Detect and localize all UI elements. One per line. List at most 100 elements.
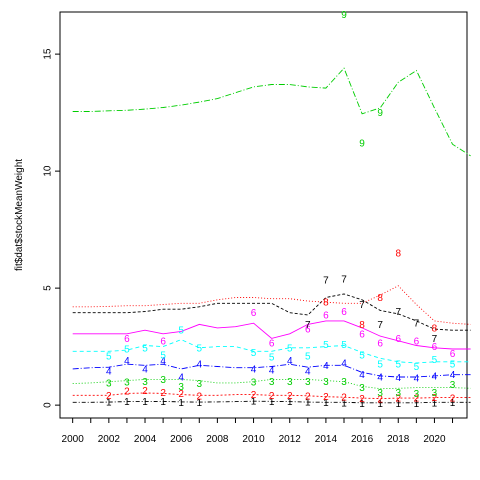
data-point-age-2: 2 xyxy=(287,391,293,402)
data-point-age-1: 1 xyxy=(251,397,257,408)
data-point-age-8: 8 xyxy=(323,298,329,309)
data-point-age-2: 2 xyxy=(106,391,112,402)
axes: 2000 2002 2004 2006 2008 2010 2012 2014 2016 2018… xyxy=(43,48,454,445)
y-tick-label: 5 xyxy=(43,285,54,291)
data-point-age-2: 2 xyxy=(377,395,383,406)
series-lines xyxy=(72,67,471,404)
data-point-age-2: 2 xyxy=(160,388,166,399)
data-point-age-7: 7 xyxy=(395,307,401,318)
data-point-age-2: 2 xyxy=(142,386,148,397)
data-point-age-9: 9 xyxy=(377,108,383,119)
series-line-age-8 xyxy=(72,285,471,325)
data-point-age-7: 7 xyxy=(377,320,383,331)
data-point-age-2: 2 xyxy=(124,387,130,398)
data-point-age-5: 5 xyxy=(414,362,420,373)
series-line-age-3 xyxy=(72,378,471,390)
data-point-age-2: 2 xyxy=(414,394,420,405)
data-point-age-3: 3 xyxy=(305,377,311,388)
x-tick-label: 2014 xyxy=(315,434,338,445)
data-point-age-4: 4 xyxy=(197,360,203,371)
y-tick-label: 15 xyxy=(43,48,54,60)
data-point-age-5: 5 xyxy=(197,343,203,354)
data-point-age-1: 1 xyxy=(106,398,112,409)
data-point-age-3: 3 xyxy=(160,375,166,386)
data-point-age-1: 1 xyxy=(414,399,420,410)
data-point-age-7: 7 xyxy=(359,300,365,311)
data-point-age-6: 6 xyxy=(377,339,383,350)
series-line-age-1 xyxy=(72,400,471,404)
data-point-age-7: 7 xyxy=(414,319,420,330)
data-point-age-6: 6 xyxy=(450,349,456,360)
data-point-age-7: 7 xyxy=(432,334,438,345)
data-point-age-6: 6 xyxy=(359,329,365,340)
data-point-age-1: 1 xyxy=(341,398,347,409)
data-point-age-3: 3 xyxy=(450,380,456,391)
data-point-age-1: 1 xyxy=(323,398,329,409)
data-point-age-7: 7 xyxy=(323,275,329,286)
y-axis-label: fit$dat$stockMeanWeight xyxy=(14,159,25,271)
data-point-age-1: 1 xyxy=(450,398,456,409)
data-point-age-3: 3 xyxy=(142,377,148,388)
series-line-age-5 xyxy=(72,339,471,364)
data-point-age-2: 2 xyxy=(450,394,456,405)
data-point-age-2: 2 xyxy=(341,393,347,404)
data-point-age-1: 1 xyxy=(359,399,365,410)
data-point-age-5: 5 xyxy=(395,360,401,371)
y-tick-label: 10 xyxy=(43,165,54,177)
data-point-age-4: 4 xyxy=(106,367,112,378)
data-point-age-9: 9 xyxy=(341,10,347,21)
data-point-age-2: 2 xyxy=(197,391,203,402)
data-point-age-4: 4 xyxy=(414,374,420,385)
data-point-age-1: 1 xyxy=(178,398,184,409)
data-point-age-5: 5 xyxy=(106,351,112,362)
series-line-age-9 xyxy=(72,67,471,157)
x-tick-label: 2020 xyxy=(423,434,446,445)
data-point-age-4: 4 xyxy=(251,364,257,375)
data-point-age-2: 2 xyxy=(251,390,257,401)
data-point-age-3: 3 xyxy=(287,377,293,388)
data-point-age-1: 1 xyxy=(160,397,166,408)
data-point-age-6: 6 xyxy=(305,325,311,336)
data-point-age-4: 4 xyxy=(160,356,166,367)
data-point-age-4: 4 xyxy=(395,373,401,384)
x-tick-label: 2004 xyxy=(134,434,157,445)
data-point-age-1: 1 xyxy=(395,399,401,410)
data-point-age-5: 5 xyxy=(450,360,456,371)
data-point-age-1: 1 xyxy=(432,398,438,409)
data-point-age-3: 3 xyxy=(377,388,383,399)
data-point-age-5: 5 xyxy=(341,340,347,351)
data-point-age-8: 8 xyxy=(359,320,365,331)
data-point-age-4: 4 xyxy=(359,370,365,381)
data-point-age-3: 3 xyxy=(269,377,275,388)
x-tick-label: 2018 xyxy=(387,434,410,445)
data-point-age-5: 5 xyxy=(269,353,275,364)
data-point-age-3: 3 xyxy=(341,377,347,388)
data-point-age-3: 3 xyxy=(106,378,112,389)
data-point-age-1: 1 xyxy=(269,397,275,408)
series-line-age-6 xyxy=(72,320,471,350)
data-point-age-1: 1 xyxy=(305,398,311,409)
data-point-age-4: 4 xyxy=(124,356,130,367)
data-point-age-3: 3 xyxy=(359,383,365,394)
data-point-age-3: 3 xyxy=(395,388,401,399)
data-point-age-2: 2 xyxy=(432,393,438,404)
data-point-age-1: 1 xyxy=(377,399,383,410)
x-tick-label: 2006 xyxy=(170,434,193,445)
data-point-age-5: 5 xyxy=(287,343,293,354)
x-tick-label: 2012 xyxy=(279,434,302,445)
x-tick-label: 2010 xyxy=(242,434,265,445)
plot-frame xyxy=(59,11,468,419)
data-point-age-1: 1 xyxy=(142,397,148,408)
data-point-age-3: 3 xyxy=(251,378,257,389)
data-point-age-3: 3 xyxy=(323,377,329,388)
data-point-age-5: 5 xyxy=(359,350,365,361)
data-point-age-2: 2 xyxy=(395,394,401,405)
data-point-age-4: 4 xyxy=(450,370,456,381)
data-point-age-6: 6 xyxy=(432,342,438,353)
data-point-age-3: 3 xyxy=(432,388,438,399)
data-point-age-8: 8 xyxy=(432,323,438,334)
data-point-age-5: 5 xyxy=(432,355,438,366)
data-point-age-4: 4 xyxy=(287,356,293,367)
data-point-age-6: 6 xyxy=(414,336,420,347)
